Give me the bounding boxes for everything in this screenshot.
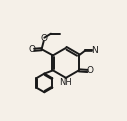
Text: NH: NH [60,78,72,87]
Text: O: O [87,66,94,76]
Text: O: O [41,34,48,43]
Text: O: O [28,45,35,54]
Text: N: N [91,46,98,55]
